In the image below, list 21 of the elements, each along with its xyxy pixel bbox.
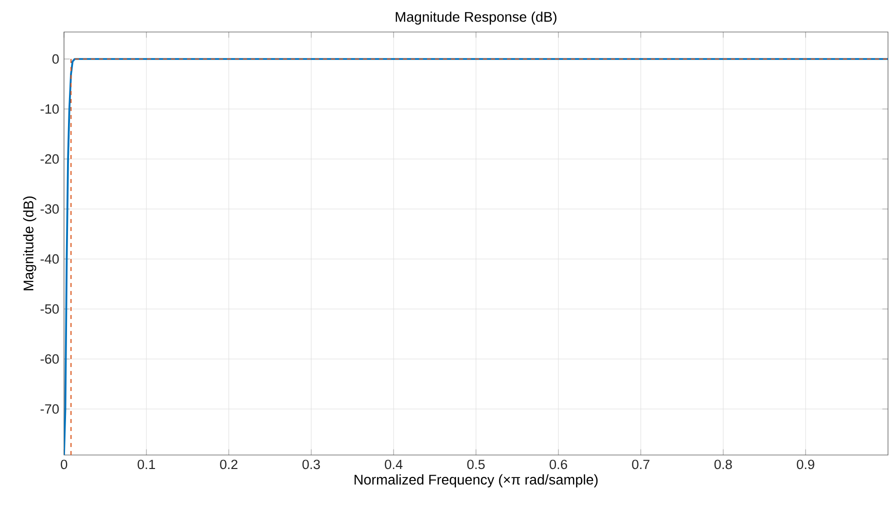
x-tick-label: 0.8 — [714, 460, 732, 470]
y-axis-title: Magnitude (dB) — [23, 196, 36, 290]
x-tick-label: 0.9 — [796, 460, 814, 470]
x-tick-label: 0.4 — [384, 460, 402, 470]
y-tick-label: -30 — [40, 204, 59, 214]
y-tick-label: -40 — [40, 254, 59, 264]
x-tick-label: 0.6 — [550, 460, 568, 470]
y-tick-label: -60 — [40, 354, 59, 364]
y-tick-label: 0 — [52, 54, 59, 64]
x-tick-label: 0.7 — [632, 460, 650, 470]
y-tick-label: -20 — [40, 154, 59, 164]
x-axis-title: Normalized Frequency (×π rad/sample) — [354, 474, 598, 488]
x-tick-label: 0.2 — [220, 460, 238, 470]
x-tick-label: 0.3 — [302, 460, 320, 470]
y-tick-label: -70 — [40, 404, 59, 414]
chart-title: Magnitude Response (dB) — [396, 12, 556, 25]
y-tick-label: -10 — [40, 104, 59, 114]
x-tick-label: 0.1 — [138, 460, 156, 470]
x-tick-label: 0 — [60, 460, 68, 470]
x-tick-label: 0.5 — [467, 460, 485, 470]
y-tick-label: -50 — [40, 304, 59, 314]
